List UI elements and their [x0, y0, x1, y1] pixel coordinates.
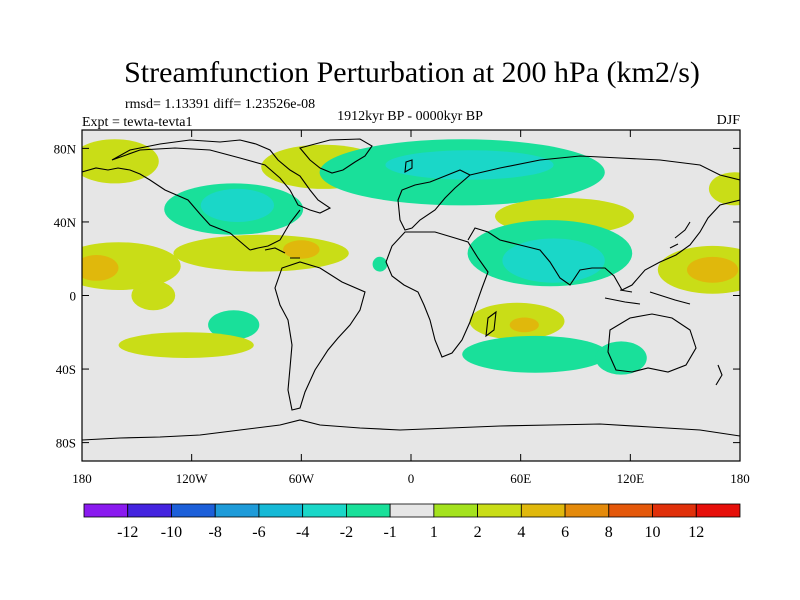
- x-tick-label: 120W: [176, 471, 209, 486]
- y-tick-label: 40S: [56, 362, 76, 377]
- anomaly-australia-south-negative: [595, 341, 647, 375]
- colorbar-box: [433, 503, 478, 518]
- anomaly-subtropical-pacific-west-core: [82, 255, 119, 281]
- colorbar-label: -12: [117, 524, 138, 541]
- coastline-greenland: [299, 138, 373, 174]
- y-tick-label: 80S: [56, 436, 76, 451]
- colorbar-label: 4: [517, 524, 525, 541]
- coastline-japan: [669, 221, 691, 249]
- colorbar-box: [214, 503, 260, 518]
- colorbar-box: [171, 503, 216, 518]
- anomaly-south-pacific-positive: [118, 332, 254, 358]
- anomaly-south-pacific-negative: [208, 310, 260, 340]
- stats-text: rmsd= 1.13391 diff= 1.23526e-08: [125, 97, 315, 112]
- y-tick-label: 40N: [54, 215, 77, 230]
- colorbar-label: 6: [561, 524, 569, 541]
- chart-title: Streamfunction Perturbation at 200 hPa (…: [124, 56, 700, 89]
- anomaly-south-asia-negative-core: [502, 238, 605, 283]
- x-tick-label: 60W: [289, 471, 315, 486]
- x-tick-label: 60E: [510, 471, 531, 486]
- x-tick-label: 180: [730, 471, 750, 486]
- colorbar-label: 1: [430, 524, 438, 541]
- colorbar-box: [258, 503, 304, 518]
- x-tick-label: 120E: [617, 471, 645, 486]
- coastline-africa: [385, 231, 489, 358]
- x-tick-label: 0: [408, 471, 415, 486]
- anomaly-subtropical-atlantic-core: [283, 240, 320, 259]
- colorbar-box: [302, 503, 347, 518]
- period-label: 1912kyr BP - 0000kyr BP: [337, 109, 483, 124]
- coastline-new-zealand: [715, 364, 723, 386]
- colorbar-label: -6: [252, 524, 265, 541]
- anomaly-tropical-west-pacific-positive: [131, 280, 176, 311]
- experiment-label: Expt = tewta-tevta1: [82, 115, 193, 130]
- anomaly-subtropical-atlantic-positive: [173, 234, 349, 272]
- anomaly-west-africa-negative: [372, 256, 388, 272]
- x-tick-label: 180: [72, 471, 92, 486]
- colorbar-label: -4: [296, 524, 309, 541]
- colorbar-label: -1: [383, 524, 396, 541]
- colorbar-label: 10: [645, 524, 661, 541]
- coastlines: [82, 138, 740, 441]
- colorbar-label: -8: [209, 524, 222, 541]
- coastline-madagascar: [485, 310, 497, 338]
- coastline-australia: [607, 313, 697, 373]
- anomaly-north-america-negative-core: [200, 188, 274, 222]
- map-axes: 180 120W 60W 0 60E 120E 180 80N 40N 0 40S 80S: [54, 130, 750, 486]
- colorbar-box: [345, 503, 391, 518]
- coastline-north-america: [82, 139, 332, 251]
- coastline-antarctica: [82, 419, 740, 441]
- colorbar: -12 -10 -8 -6 -4 -2 -1 1 2 4 6 8 10 12: [83, 503, 741, 541]
- colorbar-box: [520, 503, 566, 518]
- coastline-south-america: [274, 261, 366, 411]
- colorbar-box: [564, 503, 610, 518]
- anomaly-south-indian-negative: [462, 335, 609, 373]
- colorbar-box: [83, 503, 129, 518]
- coastline-indonesia: [604, 289, 691, 305]
- colorbar-box: [695, 503, 741, 518]
- season-label: DJF: [717, 113, 741, 128]
- map-panel: 180 120W 60W 0 60E 120E 180 80N 40N 0 40S 80S: [54, 129, 750, 486]
- anomaly-layer: [82, 139, 740, 375]
- colorbar-label: 8: [605, 524, 613, 541]
- y-tick-label: 80N: [54, 141, 77, 156]
- colorbar-box: [127, 503, 172, 518]
- coastline-caribbean: [264, 247, 300, 259]
- colorbar-box: [477, 503, 522, 518]
- colorbar-box: [608, 503, 653, 518]
- coastline-europe: [397, 159, 471, 231]
- colorbar-label: 12: [688, 524, 704, 541]
- colorbar-label: 2: [474, 524, 482, 541]
- colorbar-label: -10: [161, 524, 182, 541]
- colorbar-box: [389, 503, 435, 518]
- anomaly-west-pacific-core: [687, 256, 739, 283]
- anomaly-far-east-positive: [708, 172, 740, 206]
- y-tick-label: 0: [70, 289, 77, 304]
- coastline-asia: [467, 155, 740, 291]
- anomaly-eurasia-negative-core: [385, 150, 554, 180]
- anomaly-indian-ocean-core: [509, 317, 539, 333]
- colorbar-box: [652, 503, 697, 518]
- colorbar-label: -2: [340, 524, 353, 541]
